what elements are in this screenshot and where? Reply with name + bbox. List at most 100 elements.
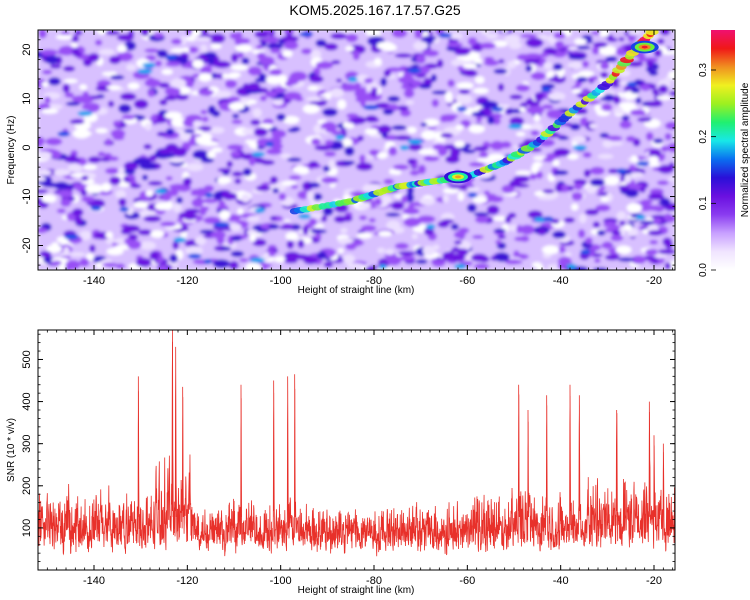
heatmap-cell (660, 145, 669, 152)
heatmap-cell (315, 61, 334, 70)
heatmap-cell (247, 66, 262, 76)
heatmap-cell (53, 169, 71, 176)
heatmap-cell (175, 93, 189, 101)
heatmap-cell (479, 42, 496, 49)
heatmap-cell (198, 72, 212, 82)
heatmap-cell (58, 190, 73, 198)
heatmap-cell (184, 129, 195, 134)
heatmap-frame (37, 29, 676, 271)
heatmap-cell (618, 37, 625, 42)
heatmap-cell (589, 178, 605, 187)
y-tick-label: -20 (21, 238, 33, 254)
heatmap-cell (504, 259, 523, 265)
heatmap-cell (322, 108, 338, 117)
heatmap-cell (610, 234, 624, 242)
heatmap-cell (391, 124, 407, 131)
heatmap-cell (383, 69, 391, 78)
heatmap-cell (364, 128, 379, 135)
heatmap-cell (456, 106, 467, 112)
heatmap-cell (421, 130, 437, 140)
heatmap-cell (400, 84, 412, 90)
heatmap-cell (217, 176, 232, 184)
heatmap-cell (309, 75, 324, 83)
heatmap-cell (139, 210, 150, 218)
heatmap-cell (481, 30, 490, 36)
heatmap-cell (272, 188, 280, 194)
heatmap-cell (525, 37, 544, 48)
heatmap-cell (407, 158, 416, 165)
heatmap-cell (407, 68, 422, 74)
heatmap-cell (325, 124, 337, 133)
heatmap-cell (386, 220, 401, 230)
heatmap-peak (455, 175, 461, 179)
heatmap-cell (352, 50, 360, 61)
x-tick-label: -20 (646, 575, 662, 587)
x-tick-label: -40 (553, 575, 569, 587)
heatmap-cell (56, 208, 66, 214)
heatmap-cell (418, 83, 432, 90)
heatmap-cell (413, 41, 428, 51)
heatmap-cell (385, 212, 401, 217)
heatmap-cell (653, 138, 664, 144)
heatmap-cell (595, 204, 611, 212)
heatmap-cell (227, 73, 239, 79)
heatmap-cell (340, 30, 359, 34)
heatmap-cell (548, 77, 562, 82)
heatmap-cell (133, 157, 151, 165)
heatmap-cell (340, 227, 348, 234)
heatmap-cell (403, 88, 415, 99)
heatmap-cell (454, 47, 471, 56)
heatmap-cell (665, 121, 675, 130)
heatmap-cell (386, 255, 402, 266)
heatmap-cell (150, 230, 165, 238)
heatmap-cell (130, 183, 142, 189)
heatmap-cell (194, 236, 206, 246)
heatmap-cell (230, 53, 239, 63)
heatmap-cell (484, 56, 495, 62)
heatmap-cell (552, 230, 566, 239)
heatmap-cell (316, 251, 327, 260)
heatmap-cell (230, 151, 241, 157)
heatmap-cell (86, 102, 101, 113)
heatmap-cell (635, 97, 642, 104)
heatmap-cell (530, 72, 546, 81)
snr-y-label: SNR (10 * v/v) (6, 418, 17, 482)
heatmap-cell (69, 119, 85, 125)
heatmap-cell (288, 175, 302, 180)
heatmap-cell (106, 247, 124, 256)
heatmap-cell (458, 227, 470, 234)
heatmap-cell (171, 38, 182, 45)
heatmap-cell (213, 222, 230, 228)
heatmap-cell (308, 182, 321, 188)
heatmap-cell (210, 231, 227, 239)
heatmap-cell (454, 140, 465, 148)
heatmap-cell (378, 230, 393, 237)
heatmap-cell (231, 171, 243, 177)
heatmap-cell (120, 92, 137, 101)
heatmap-cell (486, 193, 498, 202)
heatmap-cell (649, 239, 659, 245)
heatmap-cell (239, 258, 249, 263)
heatmap-cell (542, 189, 555, 194)
heatmap-cell (405, 100, 415, 105)
heatmap-cell (213, 191, 224, 201)
heatmap-cell (81, 175, 89, 181)
heatmap-cell (509, 116, 525, 126)
heatmap-cell (667, 176, 675, 182)
heatmap-cell (601, 103, 613, 112)
heatmap-cell (227, 144, 244, 151)
heatmap-cell (394, 53, 413, 58)
heatmap-cell (607, 168, 619, 174)
heatmap-cell (343, 122, 355, 129)
heatmap-cell (249, 233, 256, 243)
heatmap-cell (144, 48, 160, 53)
heatmap-cell (294, 97, 304, 102)
heatmap-cell (49, 64, 62, 69)
heatmap-cell (479, 151, 489, 158)
heatmap-cell (543, 216, 554, 222)
heatmap-cell (368, 218, 376, 223)
heatmap-cell (456, 82, 474, 90)
heatmap-cell (504, 34, 520, 45)
x-tick-label: -120 (176, 575, 198, 587)
heatmap-cell (564, 122, 573, 127)
